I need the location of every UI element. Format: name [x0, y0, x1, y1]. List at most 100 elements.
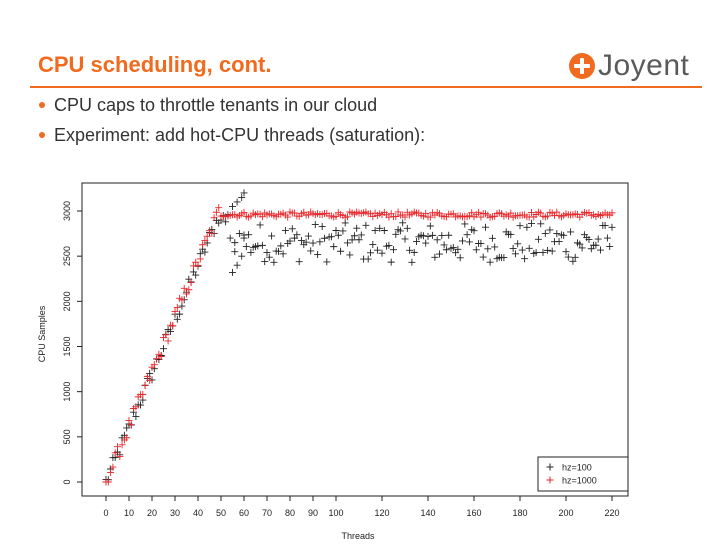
y-axis-title: CPU Samples — [37, 305, 47, 362]
hz1000-point — [189, 262, 197, 270]
hz1000-point — [114, 443, 121, 451]
hz1000-point — [111, 449, 119, 457]
hz1000-point — [553, 208, 561, 216]
hz100-point — [258, 241, 266, 249]
hz100-point — [454, 245, 462, 253]
hz100-point — [173, 315, 181, 323]
hz100-point — [603, 234, 611, 242]
hz100-point — [304, 232, 312, 240]
hz1000-point — [215, 204, 223, 212]
hz1000-point — [157, 352, 165, 360]
hz100-point — [594, 235, 602, 243]
hz100-point — [442, 246, 450, 254]
x-tick-label: 100 — [328, 508, 343, 518]
hz100-point — [440, 241, 448, 249]
x-tick-label: 30 — [170, 508, 180, 518]
hz1000-point — [162, 331, 170, 339]
hz100-point — [560, 231, 568, 239]
hz1000-point — [171, 307, 179, 315]
hz1000-point — [150, 361, 158, 369]
hz100-point — [424, 232, 432, 240]
hz100-point — [233, 198, 241, 206]
hz1000-point — [210, 214, 218, 222]
hz100-point — [484, 245, 492, 253]
hz100-point — [385, 241, 393, 249]
hz100-point — [160, 345, 167, 353]
hz100-point — [357, 231, 365, 239]
hz100-point — [334, 231, 342, 239]
hz100-point — [562, 248, 570, 256]
hz100-point — [293, 231, 301, 239]
hz1000-point — [507, 209, 515, 217]
hz100-point — [541, 229, 549, 237]
hz1000-point — [132, 403, 140, 411]
joyent-logo: Joyent — [569, 48, 689, 84]
x-tick-label: 180 — [512, 508, 527, 518]
bullet-text: Experiment: add hot-CPU threads (saturat… — [54, 125, 426, 145]
hz100-point — [555, 238, 563, 246]
hz100-point — [321, 234, 328, 242]
hz100-point — [482, 223, 489, 231]
hz1000-point — [116, 453, 124, 461]
hz100-point — [390, 246, 397, 254]
hz100-point — [463, 231, 471, 239]
x-tick-label: 70 — [262, 508, 272, 518]
hz1000-point — [107, 469, 115, 477]
x-tick-label: 220 — [604, 508, 619, 518]
hz1000-point — [284, 213, 292, 221]
hz1000-point — [125, 416, 133, 424]
y-tick-label: 2500 — [62, 246, 72, 266]
hz100-point — [431, 253, 439, 261]
hz100-point — [344, 239, 351, 247]
hz100-point — [601, 221, 609, 229]
hz1000-point — [608, 209, 616, 217]
hz1000-point — [185, 286, 193, 294]
hz100-point — [516, 222, 524, 230]
hz1000-point — [203, 232, 211, 240]
hz100-point — [123, 424, 131, 432]
hz100-point — [399, 219, 407, 227]
hz100-point — [564, 253, 572, 261]
hz100-point — [507, 231, 515, 239]
hz100-point — [587, 245, 595, 253]
hz100-point — [268, 232, 276, 240]
hz100-point — [263, 248, 271, 256]
hz100-point — [316, 238, 324, 246]
hz100-point — [486, 258, 494, 266]
hz1000-point — [475, 208, 483, 216]
hz1000-point — [183, 290, 190, 298]
hz100-point — [608, 223, 616, 231]
hz100-point — [346, 251, 354, 259]
legend-label: hz=1000 — [562, 476, 597, 486]
hz100-point — [367, 249, 374, 257]
hz100-point — [532, 249, 540, 257]
hz100-point — [270, 258, 278, 266]
hz100-point — [539, 248, 547, 256]
x-tick-label: 40 — [193, 508, 203, 518]
hz100-point — [327, 233, 335, 241]
hz1000-point — [332, 212, 340, 220]
hz100-point — [534, 235, 542, 243]
hz100-point — [387, 258, 395, 266]
hz1000-point — [141, 382, 149, 390]
hz100-point — [314, 250, 322, 258]
hz100-point — [238, 193, 246, 201]
hz1000-point — [240, 208, 248, 216]
hz100-point — [378, 249, 386, 257]
hz100-point — [576, 240, 584, 248]
hz100-point — [511, 250, 519, 258]
hz100-point — [256, 221, 264, 229]
logo-wordmark: Joyent — [598, 49, 690, 82]
hz100-point — [392, 230, 400, 238]
hz100-point — [567, 228, 575, 236]
hz100-point — [261, 258, 269, 266]
bullet-text: CPU caps to throttle tenants in our clou… — [54, 95, 378, 115]
plot-frame — [81, 182, 629, 497]
hz100-point — [426, 222, 434, 230]
hz1000-point — [118, 441, 126, 449]
hz1000-point — [196, 255, 204, 263]
title-divider — [30, 86, 702, 88]
bullet-list: CPU caps to throttle tenants in our clou… — [38, 93, 425, 153]
hz100-point — [369, 240, 377, 248]
hz100-point — [523, 223, 531, 231]
